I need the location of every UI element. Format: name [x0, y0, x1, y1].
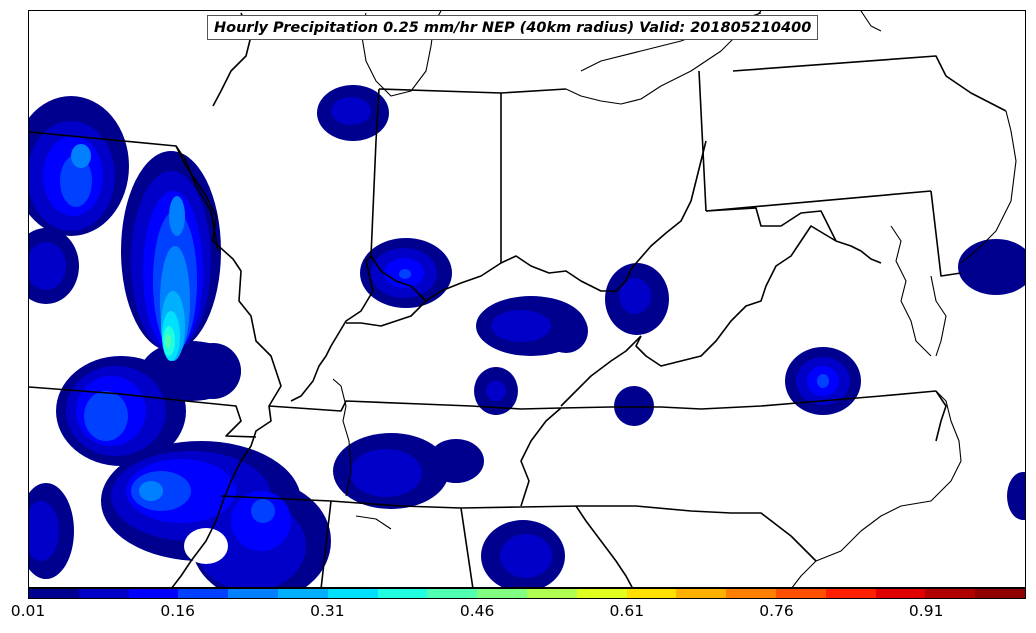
- outer-banks: [815, 390, 962, 562]
- precip-region-west-blob-south: [101, 441, 331, 587]
- boundary-ohio-river-central: [425, 255, 632, 302]
- colorbar-tick-label: 0.76: [759, 602, 794, 620]
- boundary-indiana-michigan: [378, 88, 502, 94]
- boundary-ohio-michigan: [500, 88, 567, 94]
- boundary-kentucky-east: [560, 335, 642, 407]
- coastlines: [332, 11, 1017, 587]
- kentucky-lake: [332, 378, 350, 442]
- colorbar-segment: [925, 589, 976, 598]
- colorbar-tick-label: 0.46: [459, 602, 495, 620]
- colorbar-segment: [128, 589, 179, 598]
- boundary-alabama-georgia: [460, 507, 474, 587]
- boundary-tennessee-nc: [520, 407, 562, 507]
- colorbar-segment: [975, 589, 1025, 598]
- colorbar-segment: [377, 589, 428, 598]
- colorbar-tick-label: 0.91: [908, 602, 944, 620]
- colorbar-segment: [78, 589, 129, 598]
- colorbar-segment: [277, 589, 328, 598]
- precip-region-kentucky-southwest-blob: [474, 367, 518, 415]
- boundary-nc-sc: [635, 505, 817, 562]
- colorbar-segment: [775, 589, 826, 598]
- precip-region-northern-indiana-blob: [317, 85, 389, 141]
- colorbar-tick-label: 0.31: [310, 602, 345, 620]
- colorbar-segment: [327, 589, 378, 598]
- colorbar: [28, 588, 1026, 599]
- boundary-ohio-river-west: [346, 255, 427, 327]
- chesapeake-bay: [890, 225, 932, 357]
- boundary-maryland: [835, 240, 882, 264]
- colorbar-segment: [526, 589, 577, 598]
- colorbar-segment: [477, 589, 527, 598]
- precip-region-kentucky-east-blob: [614, 386, 654, 426]
- precipitation-field: [29, 85, 1025, 587]
- colorbar-segment: [576, 589, 627, 598]
- precip-region-west-virginia-blob: [605, 263, 669, 335]
- precip-region-southern-illinois-blob: [185, 343, 241, 399]
- colorbar-segment: [228, 589, 278, 598]
- precip-region-alabama-blob: [481, 520, 565, 587]
- boundary-west-virginia: [630, 140, 707, 270]
- boundary-mississippi-alabama: [320, 500, 332, 587]
- precip-region-virginia-blob: [785, 347, 861, 415]
- boundary-wv-east: [635, 207, 837, 367]
- precip-region-kentucky-central-blob: [476, 296, 588, 356]
- delmarva-coast: [930, 275, 947, 357]
- nj-coast: [960, 110, 1017, 264]
- map-canvas: [29, 11, 1025, 587]
- map-title: Hourly Precipitation 0.25 mm/hr NEP (40k…: [207, 15, 819, 40]
- precip-region-west-blob-north: [29, 96, 129, 304]
- colorbar-segment: [726, 589, 776, 598]
- colorbar-segment: [676, 589, 727, 598]
- boundary-missouri-arkansas: [29, 386, 257, 438]
- precip-region-tennessee-central-blob: [333, 433, 484, 509]
- boundary-ohio-pennsylvania: [698, 70, 707, 212]
- boundary-virginia-coast: [935, 390, 947, 442]
- lake-tennessee-south: [355, 515, 392, 530]
- colorbar-segment: [875, 589, 926, 598]
- colorbar-segment: [626, 589, 677, 598]
- state-boundaries: [29, 12, 1007, 587]
- colorbar-tick-label: 0.01: [10, 602, 46, 620]
- colorbar-segment: [29, 589, 79, 598]
- boundary-mississippi-illinois: [171, 145, 282, 587]
- tennessee-river: [345, 440, 352, 497]
- lake-erie-shore: [565, 11, 762, 105]
- map-frame: [28, 10, 1026, 588]
- colorbar-segment: [178, 589, 229, 598]
- colorbar-tick-label: 0.16: [160, 602, 195, 620]
- boundary-pennsylvania-ny: [732, 55, 1007, 112]
- colorbar-tick-label: 0.61: [609, 602, 645, 620]
- precip-region-central-indiana-blob: [360, 238, 452, 308]
- colorbar-segment: [825, 589, 876, 598]
- colorbar-segment: [427, 589, 478, 598]
- precip-region-east-edge-blob: [1007, 472, 1025, 520]
- boundary-kentucky-tennessee: [268, 390, 937, 412]
- precip-region-delaware-blob: [958, 239, 1025, 295]
- precip-region-southwest-edge-blob: [29, 483, 74, 579]
- lake-ontario-shore: [860, 11, 882, 32]
- boundary-pennsylvania-south: [705, 190, 932, 212]
- southeast-coast: [791, 560, 817, 587]
- boundary-georgia-sc: [575, 505, 633, 587]
- boundary-nj-de: [930, 190, 962, 277]
